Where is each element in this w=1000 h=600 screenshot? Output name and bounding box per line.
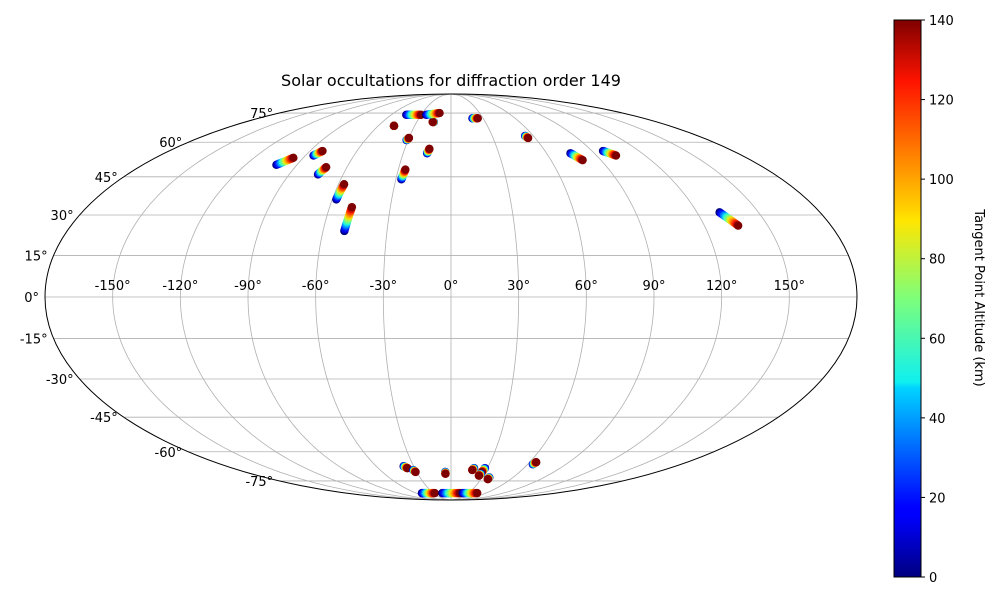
latitude-tick-label: 75°	[250, 107, 273, 122]
occultation-point	[318, 146, 327, 156]
occultation-point	[289, 153, 298, 163]
occultation-point	[404, 133, 414, 143]
latitude-tick-label: -60°	[155, 446, 183, 461]
occultation-point	[468, 465, 477, 475]
longitude-tick-label: 120°	[706, 279, 737, 294]
occultation-point	[578, 155, 587, 165]
occultation-point	[483, 475, 492, 484]
latitude-tick-label: 60°	[159, 136, 182, 151]
latitude-tick-label: -30°	[46, 373, 74, 388]
latitude-tick-label: -75°	[245, 475, 273, 490]
occultation-point	[430, 488, 439, 498]
occultation-point	[473, 114, 482, 123]
occultation-point	[425, 144, 434, 153]
colorbar-tick-label: 20	[929, 491, 946, 506]
latitude-tick-label: 30°	[51, 209, 74, 224]
colorbar-ticks: 0 20 40 60 80 100 120 140	[921, 14, 954, 586]
colorbar-tick-label: 100	[929, 173, 954, 188]
occultation-point	[611, 151, 621, 160]
occultation-point	[523, 133, 533, 143]
map-boundary	[44, 93, 858, 501]
occultation-point	[411, 467, 420, 477]
colorbar-tick-label: 140	[929, 14, 954, 29]
colorbar-tick-label: 120	[929, 94, 954, 109]
longitude-tick-label: 60°	[575, 279, 598, 294]
occultation-point	[441, 469, 450, 479]
occultation-point	[339, 180, 349, 189]
latitude-tick-labels: -75° -60° -45° -30° -15° 0° 15° 30° 45° 60° 75°	[20, 107, 273, 490]
latitude-tick-label: 45°	[95, 171, 118, 186]
occultation-point	[321, 162, 331, 172]
longitude-tick-labels: -150° -120° -90° -60° -30° 0° 30° 60° 90° 120° 150…	[95, 279, 805, 294]
colorbar-tick-label: 0	[929, 571, 937, 586]
longitude-tick-label: -90°	[234, 279, 262, 294]
occultation-point	[401, 165, 410, 174]
occultation-point	[389, 121, 399, 131]
longitude-tick-label: 90°	[642, 279, 665, 294]
chart-title: Solar occultations for diffraction order…	[281, 71, 621, 90]
latitude-tick-label: -45°	[90, 411, 118, 426]
occultation-point	[474, 471, 484, 480]
occultation-point	[733, 221, 743, 230]
longitude-tick-label: -60°	[302, 279, 330, 294]
occultation-point	[428, 117, 437, 127]
colorbar	[893, 19, 922, 578]
colorbar-label: Tangent Point Altitude (km)	[971, 208, 986, 386]
colorbar-tick-label: 60	[929, 332, 946, 347]
occultation-point	[347, 202, 357, 212]
occultation-points	[272, 108, 743, 498]
latitude-tick-label: -15°	[20, 333, 48, 348]
longitude-tick-label: -30°	[369, 279, 397, 294]
longitude-tick-label: 0°	[444, 279, 459, 294]
longitude-tick-label: -150°	[95, 279, 131, 294]
longitude-tick-label: 150°	[774, 279, 805, 294]
occultation-point	[473, 488, 482, 498]
longitude-tick-label: -120°	[162, 279, 198, 294]
latitude-tick-label: 15°	[25, 249, 48, 264]
occultation-point	[532, 458, 541, 467]
colorbar-tick-label: 40	[929, 412, 946, 427]
graticule	[45, 94, 857, 500]
longitude-tick-label: 30°	[507, 279, 530, 294]
latitude-tick-label: 0°	[24, 291, 39, 306]
colorbar-tick-label: 80	[929, 253, 946, 268]
occultation-point	[435, 108, 444, 118]
